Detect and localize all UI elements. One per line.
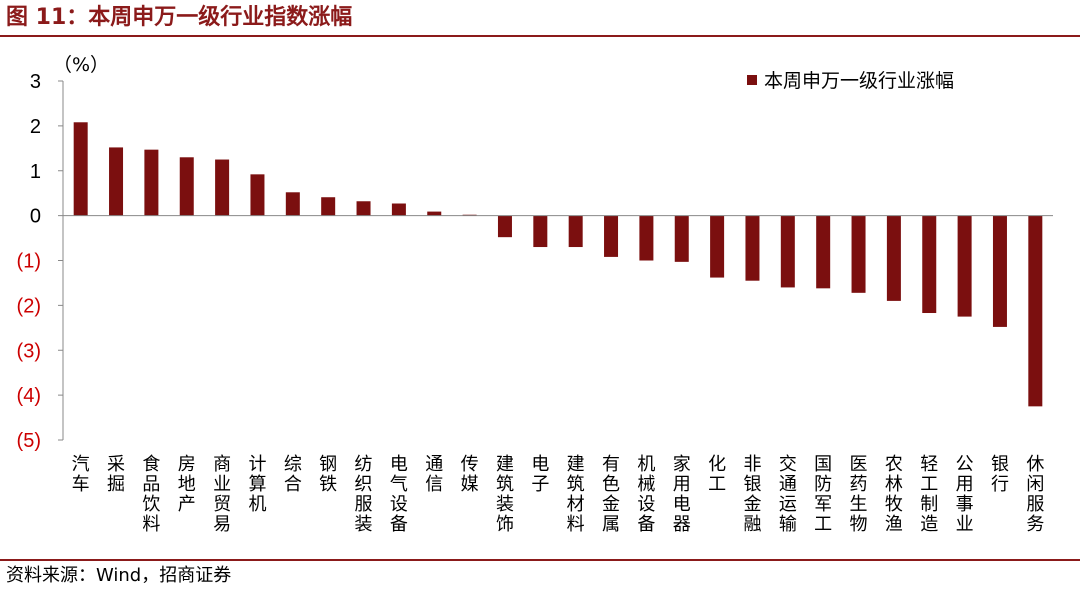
x-tick-label: 房地产: [178, 454, 196, 515]
x-tick-label: 化工: [708, 454, 726, 495]
y-axis: （%） 3 2 1 0 (1) (2) (3) (4) (5): [17, 54, 110, 452]
legend-swatch: [747, 75, 757, 85]
bar: [1028, 215, 1043, 407]
x-tick-label: 农林牧渔: [885, 454, 903, 535]
x-tick-label: 非银金融: [743, 454, 761, 535]
x-tick-label: 建筑装饰: [496, 454, 514, 535]
bar: [533, 215, 548, 248]
bar-chart: （%） 3 2 1 0 (1) (2) (3) (4) (5) 汽车采掘食品饮料房地产商业贸易计算…: [17, 54, 1053, 535]
x-tick-label: 钢铁: [319, 454, 337, 495]
x-tick-label: 采掘: [107, 454, 125, 495]
bar: [886, 215, 901, 301]
x-tick-label: 建筑材料: [567, 454, 585, 535]
bar: [816, 215, 831, 289]
y-tick-label: (5): [17, 430, 41, 452]
bar: [604, 215, 619, 257]
x-tick-label: 有色金属: [602, 454, 620, 535]
figure-title: 图 11：本周申万一级行业指数涨幅: [6, 5, 353, 30]
bar: [427, 211, 442, 216]
x-tick-label: 公用事业: [956, 454, 974, 535]
source-note: 资料来源：Wind，招商证券: [6, 565, 232, 586]
y-tick-label: 0: [30, 206, 41, 228]
x-tick-label: 汽车: [72, 454, 90, 495]
bars: [63, 122, 1053, 407]
y-tick-label: (2): [17, 295, 41, 317]
x-tick-label: 休闲服务: [1026, 454, 1044, 535]
x-tick-label: 交通运输: [779, 454, 797, 535]
y-tick-label: 3: [30, 71, 41, 93]
x-tick-label: 食品饮料: [142, 454, 160, 535]
bar: [780, 215, 795, 288]
bar: [992, 215, 1007, 327]
x-tick-label: 家用电器: [673, 454, 691, 535]
y-axis-unit: （%）: [53, 54, 109, 76]
x-axis-labels: 汽车采掘食品饮料房地产商业贸易计算机综合钢铁纺织服装电气设备通信传媒建筑装饰电子…: [72, 454, 1045, 535]
bar: [321, 197, 336, 216]
bar: [639, 215, 654, 261]
bar: [285, 192, 300, 216]
x-tick-label: 商业贸易: [213, 454, 231, 535]
bar: [250, 174, 265, 216]
bar: [922, 215, 937, 314]
x-tick-label: 电气设备: [390, 454, 408, 535]
bar: [851, 215, 866, 293]
bar: [215, 159, 230, 216]
x-tick-label: 计算机: [248, 454, 266, 515]
y-tick-label: 1: [30, 161, 41, 183]
x-tick-label: 电子: [531, 454, 549, 495]
legend-label: 本周申万一级行业涨幅: [764, 70, 954, 92]
bar: [73, 122, 88, 216]
x-tick-label: 轻工制造: [920, 454, 938, 535]
y-tick-label: 2: [30, 116, 41, 138]
bar: [674, 215, 689, 262]
x-tick-label: 传媒: [461, 454, 479, 495]
bar: [497, 215, 512, 238]
x-tick-label: 银行: [991, 454, 1009, 495]
legend: 本周申万一级行业涨幅: [747, 70, 954, 92]
bar: [109, 147, 124, 216]
bar: [957, 215, 972, 317]
x-tick-label: 纺织服装: [355, 454, 373, 535]
y-tick-label: (3): [17, 340, 41, 362]
footer-divider: [0, 559, 1080, 561]
x-tick-label: 综合: [284, 454, 302, 495]
bar: [144, 149, 159, 216]
bar: [356, 201, 371, 216]
x-tick-label: 通信: [425, 454, 443, 495]
x-tick-label: 医药生物: [850, 454, 868, 535]
bar: [391, 203, 406, 216]
y-tick-label: (1): [17, 251, 41, 273]
bar: [745, 215, 760, 281]
x-tick-label: 机械设备: [637, 454, 655, 535]
bar: [179, 157, 194, 216]
y-tick-label: (4): [17, 385, 41, 407]
bar: [710, 215, 725, 278]
bar: [568, 215, 583, 248]
title-divider: [0, 35, 1080, 37]
x-tick-label: 国防军工: [814, 454, 832, 535]
